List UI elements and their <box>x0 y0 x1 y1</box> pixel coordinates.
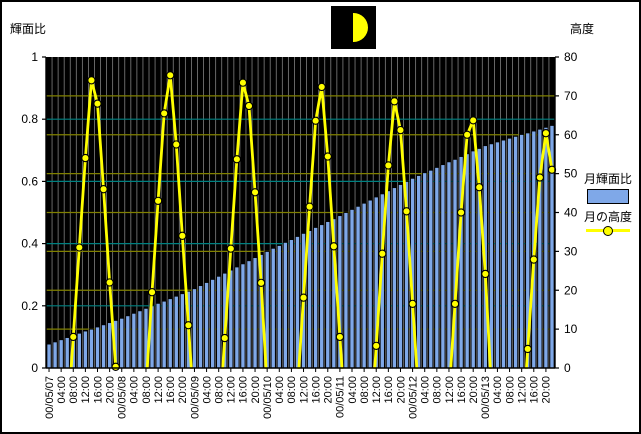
svg-text:04:00: 04:00 <box>274 376 286 404</box>
svg-text:16:00: 16:00 <box>529 376 541 404</box>
svg-text:04:00: 04:00 <box>56 376 68 404</box>
svg-text:12:00: 12:00 <box>371 376 383 404</box>
svg-text:70: 70 <box>564 89 578 103</box>
svg-text:20:00: 20:00 <box>177 376 189 404</box>
svg-text:0.8: 0.8 <box>21 112 38 126</box>
svg-text:00/05/13: 00/05/13 <box>480 376 492 419</box>
svg-text:50: 50 <box>564 167 578 181</box>
svg-text:04:00: 04:00 <box>201 376 213 404</box>
svg-text:12:00: 12:00 <box>298 376 310 404</box>
svg-text:08:00: 08:00 <box>141 376 153 404</box>
svg-text:0.4: 0.4 <box>21 237 38 251</box>
moon-phase-icon <box>331 6 376 49</box>
svg-text:0.2: 0.2 <box>21 299 38 313</box>
svg-text:08:00: 08:00 <box>432 376 444 404</box>
svg-text:12:00: 12:00 <box>153 376 165 404</box>
svg-text:0: 0 <box>31 361 38 375</box>
left-axis-title: 輝面比 <box>10 22 47 36</box>
svg-text:30: 30 <box>564 244 578 258</box>
bar-swatch-icon <box>587 189 629 204</box>
svg-text:60: 60 <box>564 128 578 142</box>
svg-text:08:00: 08:00 <box>504 376 516 404</box>
svg-text:04:00: 04:00 <box>492 376 504 404</box>
svg-text:00/05/09: 00/05/09 <box>189 376 201 419</box>
svg-text:20:00: 20:00 <box>468 376 480 404</box>
svg-text:20: 20 <box>564 283 578 297</box>
svg-text:04:00: 04:00 <box>420 376 432 404</box>
svg-text:16:00: 16:00 <box>310 376 322 404</box>
svg-text:08:00: 08:00 <box>214 376 226 404</box>
svg-text:0: 0 <box>564 361 571 375</box>
svg-text:12:00: 12:00 <box>226 376 238 404</box>
moon-half-disc <box>353 13 368 42</box>
svg-text:80: 80 <box>564 50 578 64</box>
svg-text:1: 1 <box>31 50 38 64</box>
legend-item-altitude: 月の高度 <box>576 210 639 236</box>
svg-text:00/05/12: 00/05/12 <box>407 376 419 419</box>
svg-text:00/05/07: 00/05/07 <box>44 376 56 419</box>
svg-text:20:00: 20:00 <box>323 376 335 404</box>
svg-text:0.6: 0.6 <box>21 174 38 188</box>
svg-text:16:00: 16:00 <box>238 376 250 404</box>
svg-text:20:00: 20:00 <box>395 376 407 404</box>
legend: 月輝面比 月の高度 <box>576 172 639 236</box>
legend-marker-dot <box>603 226 613 236</box>
svg-text:20:00: 20:00 <box>104 376 116 404</box>
svg-text:20:00: 20:00 <box>250 376 262 404</box>
svg-text:00/05/08: 00/05/08 <box>117 376 129 419</box>
svg-text:16:00: 16:00 <box>383 376 395 404</box>
svg-text:00/05/11: 00/05/11 <box>335 376 347 418</box>
legend-label-altitude: 月の高度 <box>583 210 632 224</box>
svg-text:16:00: 16:00 <box>165 376 177 404</box>
svg-text:08:00: 08:00 <box>68 376 80 404</box>
svg-text:16:00: 16:00 <box>92 376 104 404</box>
svg-text:20:00: 20:00 <box>541 376 553 404</box>
svg-text:10: 10 <box>564 322 578 336</box>
svg-text:04:00: 04:00 <box>129 376 141 404</box>
legend-label-illumination: 月輝面比 <box>583 172 632 186</box>
svg-text:12:00: 12:00 <box>444 376 456 404</box>
svg-text:08:00: 08:00 <box>359 376 371 404</box>
svg-text:12:00: 12:00 <box>516 376 528 404</box>
svg-text:08:00: 08:00 <box>286 376 298 404</box>
svg-text:04:00: 04:00 <box>347 376 359 404</box>
line-marker-icon <box>586 226 630 236</box>
svg-text:00/05/10: 00/05/10 <box>262 376 274 419</box>
right-axis-title: 高度 <box>570 22 595 36</box>
svg-text:40: 40 <box>564 206 578 220</box>
svg-text:12:00: 12:00 <box>80 376 92 404</box>
svg-text:16:00: 16:00 <box>456 376 468 404</box>
legend-item-illumination: 月輝面比 <box>576 172 639 204</box>
